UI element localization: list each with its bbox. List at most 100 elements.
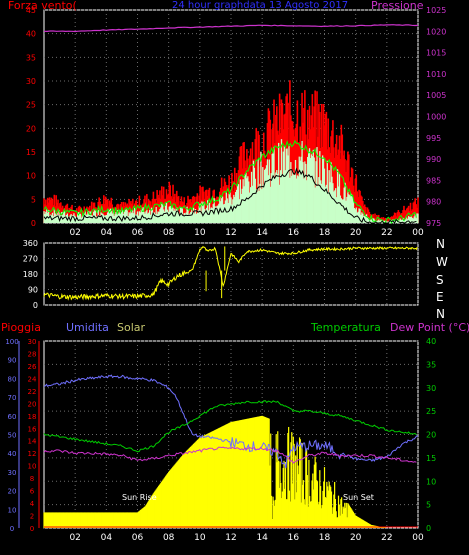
wind-x-tick-label: 14 [256,228,268,238]
direction-y-tick-label: 180 [23,270,38,279]
climate-x-tick-label: 00 [412,533,424,543]
temperature-label: Temperatura [310,321,381,334]
temperature-y-tick-label: 30 [426,384,436,393]
temperature-y-tick-label: 10 [426,477,436,486]
humidity-y-tick-label: 0 [10,525,14,533]
wind-direction-line [43,245,418,301]
wind-y-tick-label: 20 [26,124,36,133]
temperature-y-tick-label: 40 [426,337,436,346]
pressure-y-tick-label: 1020 [426,27,446,36]
climate-x-tick-label: 04 [101,533,113,543]
temperature-y-tick-label: 0 [426,524,431,533]
humidity-y-tick-label: 80 [8,375,17,383]
direction-y-tick-label: 0 [33,301,38,310]
temperature-y-tick-label: 15 [426,454,436,463]
rain-y-tick-label: 12 [28,450,37,458]
temperature-y-tick-label: 20 [426,431,436,440]
wind-x-tick-label: 04 [101,228,113,238]
wind-x-tick-label: 18 [319,228,331,238]
wind-x-tick-label: 12 [225,228,236,238]
pressure-y-tick-label: 985 [426,176,441,185]
wind-x-tick-label: 16 [288,228,300,238]
wind-x-tick-label: 00 [412,228,424,238]
humidity-y-tick-label: 40 [8,450,17,458]
temperature-y-tick-label: 5 [426,501,431,510]
temperature-y-tick-label: 25 [426,407,436,416]
direction-y-tick-label: 270 [23,255,38,264]
rain-y-tick-label: 18 [28,413,37,421]
wind-y-tick-label: 30 [26,77,36,86]
rain-y-tick-label: 28 [28,350,37,358]
climate-x-tick-label: 18 [319,533,331,543]
rain-y-tick-label: 8 [30,475,34,483]
humidity-y-tick-label: 100 [5,338,18,346]
wind-average-line [43,139,417,225]
chart-title: 24 hour graphdata 13 Agosto 2017 [172,0,348,11]
wind-y-tick-label: 5 [31,195,36,204]
solar-label: Solar [117,321,146,334]
pressure-y-tick-label: 990 [426,155,441,164]
temperature-line [43,400,417,453]
rain-y-tick-label: 4 [30,500,35,508]
wind-y-tick-label: 40 [26,30,36,39]
wind-min-line [43,167,417,224]
wind-y-tick-label: 0 [31,219,36,228]
climate-x-tick-label: 22 [381,533,392,543]
wind-x-tick-label: 10 [194,228,206,238]
temperature-y-tick-label: 35 [426,360,436,369]
sunset-label: Sun Set [343,493,374,502]
climate-x-tick-label: 14 [256,533,268,543]
climate-x-tick-label: 06 [132,533,144,543]
wind-axis-label: Forza vento( [8,0,77,12]
pressure-line [43,24,419,33]
climate-x-tick-label: 02 [69,533,80,543]
rain-y-tick-label: 30 [28,338,37,346]
climate-x-tick-label: 20 [350,533,362,543]
climate-x-tick-label: 16 [288,533,300,543]
rain-label: Pioggia [1,321,41,334]
humidity-y-tick-label: 70 [8,394,17,402]
pressure-y-tick-label: 1005 [426,91,446,100]
humidity-y-tick-label: 20 [8,488,17,496]
humidity-label: Umidita [66,321,109,334]
climate-x-tick-label: 10 [194,533,206,543]
direction-label-n-top: N [436,237,445,251]
direction-label-w: W [436,255,448,269]
climate-x-tick-label: 08 [163,533,175,543]
rain-y-tick-label: 26 [28,363,37,371]
rain-y-tick-label: 20 [28,400,37,408]
wind-x-tick-label: 02 [69,228,80,238]
humidity-y-tick-label: 30 [8,469,17,477]
humidity-y-tick-label: 90 [8,357,17,365]
climate-x-tick-label: 12 [225,533,236,543]
rain-y-tick-label: 10 [28,463,37,471]
pressure-y-tick-label: 1015 [426,49,446,58]
wind-x-tick-label: 20 [350,228,362,238]
wind-y-tick-label: 25 [26,101,36,110]
rain-y-tick-label: 24 [28,375,37,383]
rain-y-tick-label: 16 [28,425,37,433]
dew-point-line [43,446,417,464]
wind-y-tick-label: 10 [26,172,36,181]
rain-y-tick-label: 6 [30,488,35,496]
direction-label-s: S [436,273,444,287]
pressure-axis-label: Pressione [371,0,424,12]
solar-series [43,415,387,528]
wind-y-tick-label: 45 [26,6,36,15]
dew-point-label: Dew Point (°C) [390,321,469,334]
direction-label-n-bottom: N [436,307,445,321]
wind-y-tick-label: 35 [26,53,36,62]
direction-y-tick-label: 360 [23,239,38,248]
pressure-y-tick-label: 1010 [426,70,446,79]
humidity-line [43,374,419,469]
rain-y-tick-label: 14 [28,438,37,446]
pressure-y-tick-label: 1000 [426,113,446,122]
pressure-y-tick-label: 995 [426,134,441,143]
pressure-y-tick-label: 1025 [426,6,446,15]
wind-y-tick-label: 15 [26,148,36,157]
pressure-y-tick-label: 975 [426,219,441,228]
humidity-y-tick-label: 50 [8,432,17,440]
wind-x-tick-label: 22 [381,228,392,238]
